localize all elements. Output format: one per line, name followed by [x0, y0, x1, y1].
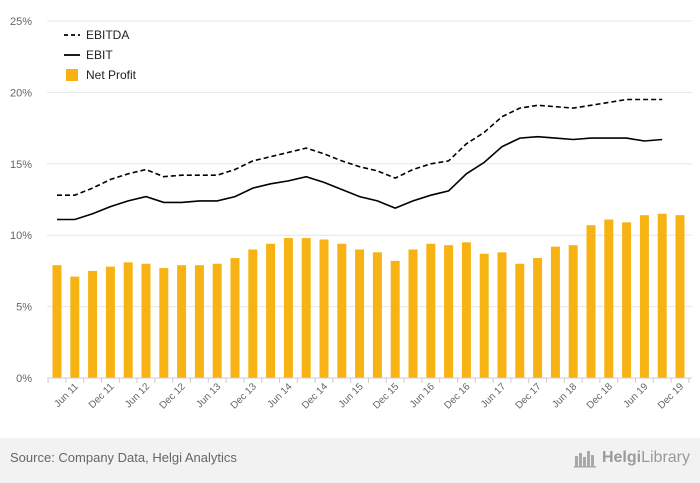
net-profit-bar: [141, 263, 151, 378]
net-profit-bar: [675, 215, 685, 378]
legend-item[interactable]: EBITDA: [64, 28, 129, 42]
net-profit-bar: [194, 265, 204, 378]
x-tick-label: Dec 13: [229, 381, 259, 411]
net-profit-bar: [461, 242, 471, 378]
net-profit-bar: [230, 258, 240, 378]
net-profit-bar: [390, 260, 400, 378]
legend-label: EBITDA: [86, 28, 129, 42]
net-profit-bar: [283, 238, 293, 378]
gridlines: [47, 20, 692, 308]
net-profit-bar: [248, 249, 258, 378]
x-tick-label: Jun 11: [52, 381, 81, 410]
x-tick-label: Jun 12: [123, 381, 152, 410]
ebitda-line: [57, 98, 663, 196]
net-profit-bars: [52, 213, 685, 378]
source-text: Source: Company Data, Helgi Analytics: [10, 450, 237, 465]
brand-suffix: Library: [641, 449, 690, 466]
net-profit-bar: [426, 243, 436, 378]
net-profit-bar: [105, 266, 115, 378]
legend-label: EBIT: [86, 48, 113, 62]
net-profit-bar: [586, 225, 596, 378]
net-profit-bar: [515, 263, 525, 378]
x-tick-label: Dec 14: [300, 381, 330, 411]
x-tick-label: Jun 19: [622, 381, 651, 410]
x-tick-label: Jun 16: [408, 381, 437, 410]
net-profit-bar: [70, 276, 80, 378]
y-tick-label: 5%: [16, 302, 32, 314]
net-profit-bar: [533, 258, 543, 378]
x-tick-label: Dec 12: [158, 381, 188, 411]
net-profit-bar: [550, 246, 560, 378]
x-tick-label: Jun 17: [479, 381, 508, 410]
x-tick-label: Jun 15: [337, 381, 366, 410]
net-profit-bar: [123, 262, 133, 378]
net-profit-bar: [639, 215, 649, 378]
net-profit-bar: [159, 268, 169, 378]
line-series: [57, 98, 663, 221]
net-profit-bar: [355, 249, 365, 378]
x-tick-label: Dec 15: [371, 381, 401, 411]
net-profit-bar: [444, 245, 454, 378]
y-tick-label: 10%: [10, 230, 32, 242]
library-icon: [573, 451, 596, 468]
chart-svg: 0% 5% 10% 15% 20% 25% Jun 11 Dec 11 Jun 12 Dec 12…: [10, 16, 692, 412]
net-profit-bar: [568, 245, 578, 378]
net-profit-bar: [301, 238, 311, 378]
net-profit-bar: [604, 219, 614, 378]
x-tick-label: Dec 17: [514, 381, 544, 411]
net-profit-bar: [657, 213, 667, 378]
net-profit-bar: [212, 263, 222, 378]
brand-prefix: Helgi: [601, 449, 642, 466]
x-tick-label: Jun 14: [266, 381, 295, 410]
net-profit-bar: [52, 265, 62, 378]
y-tick-label: 20%: [10, 87, 32, 99]
legend-item[interactable]: EBIT: [64, 48, 113, 62]
net-profit-bar: [266, 243, 276, 378]
x-tick-label: Dec 11: [87, 381, 117, 411]
legend-swatch: [66, 69, 78, 81]
net-profit-bar: [497, 252, 507, 378]
net-profit-bar: [319, 239, 329, 378]
x-tick-label: Jun 13: [194, 381, 223, 410]
legend-item[interactable]: Net Profit: [66, 68, 137, 82]
legend[interactable]: EBITDA EBIT Net Profit: [64, 28, 137, 82]
x-tick-label: Dec 16: [442, 381, 472, 411]
x-tick-label: Dec 18: [585, 381, 615, 411]
x-tick-label: Dec 19: [656, 381, 686, 411]
brand-logo[interactable]: HelgiLibrary: [573, 448, 690, 468]
x-tick-label: Jun 18: [550, 381, 579, 410]
brand-text: HelgiLibrary: [602, 449, 690, 467]
legend-label: Net Profit: [86, 68, 137, 82]
y-tick-label: 0%: [16, 373, 32, 385]
net-profit-bar: [177, 265, 187, 378]
net-profit-bar: [372, 252, 382, 378]
y-tick-label: 15%: [10, 159, 32, 171]
ebit-line: [57, 135, 663, 221]
footer: Source: Company Data, Helgi Analytics He…: [0, 438, 700, 483]
net-profit-bar: [479, 253, 489, 378]
net-profit-bar: [337, 243, 347, 378]
y-tick-label: 25%: [10, 16, 32, 28]
net-profit-bar: [88, 270, 98, 378]
net-profit-bar: [622, 222, 632, 378]
net-profit-bar: [408, 249, 418, 378]
